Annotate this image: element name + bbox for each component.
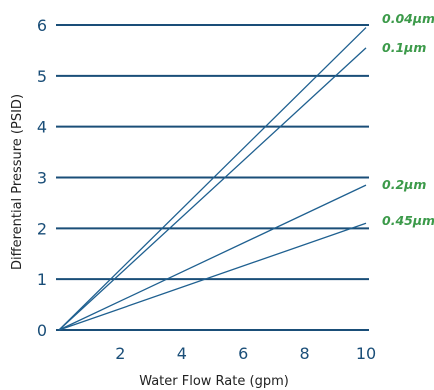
series-label-3: 0.2μm bbox=[382, 177, 426, 192]
series-label-1: 0.04μm bbox=[382, 11, 434, 26]
series-label-2: 0.1μm bbox=[382, 40, 426, 55]
series-line-3 bbox=[58, 184, 367, 331]
x-tick-2: 2 bbox=[115, 344, 125, 363]
series-line-4 bbox=[58, 222, 367, 331]
x-tick-labels: 2 4 6 8 10 bbox=[115, 344, 376, 363]
y-axis-label: Differential Pressure (PSID) bbox=[10, 94, 25, 270]
x-tick-6: 6 bbox=[238, 344, 248, 363]
y-tick-0: 0 bbox=[37, 321, 47, 340]
y-tick-5: 5 bbox=[37, 67, 47, 86]
y-tick-2: 2 bbox=[37, 219, 47, 238]
series-label-4: 0.45μm bbox=[382, 213, 434, 228]
y-tick-4: 4 bbox=[37, 118, 47, 137]
series-lines bbox=[58, 27, 367, 331]
x-tick-8: 8 bbox=[300, 344, 310, 363]
series-labels: 0.04μm 0.1μm 0.2μm 0.45μm bbox=[382, 11, 434, 228]
x-axis-label: Water Flow Rate (gpm) bbox=[139, 374, 289, 389]
series-line-1 bbox=[58, 27, 367, 331]
grid-layer bbox=[56, 24, 369, 331]
x-tick-10: 10 bbox=[356, 344, 376, 363]
y-tick-3: 3 bbox=[37, 169, 47, 188]
y-tick-6: 6 bbox=[37, 16, 47, 35]
series-line-2 bbox=[58, 47, 367, 331]
y-tick-1: 1 bbox=[37, 270, 47, 289]
x-tick-4: 4 bbox=[177, 344, 187, 363]
y-tick-labels: 0 1 2 3 4 5 6 bbox=[37, 16, 47, 340]
